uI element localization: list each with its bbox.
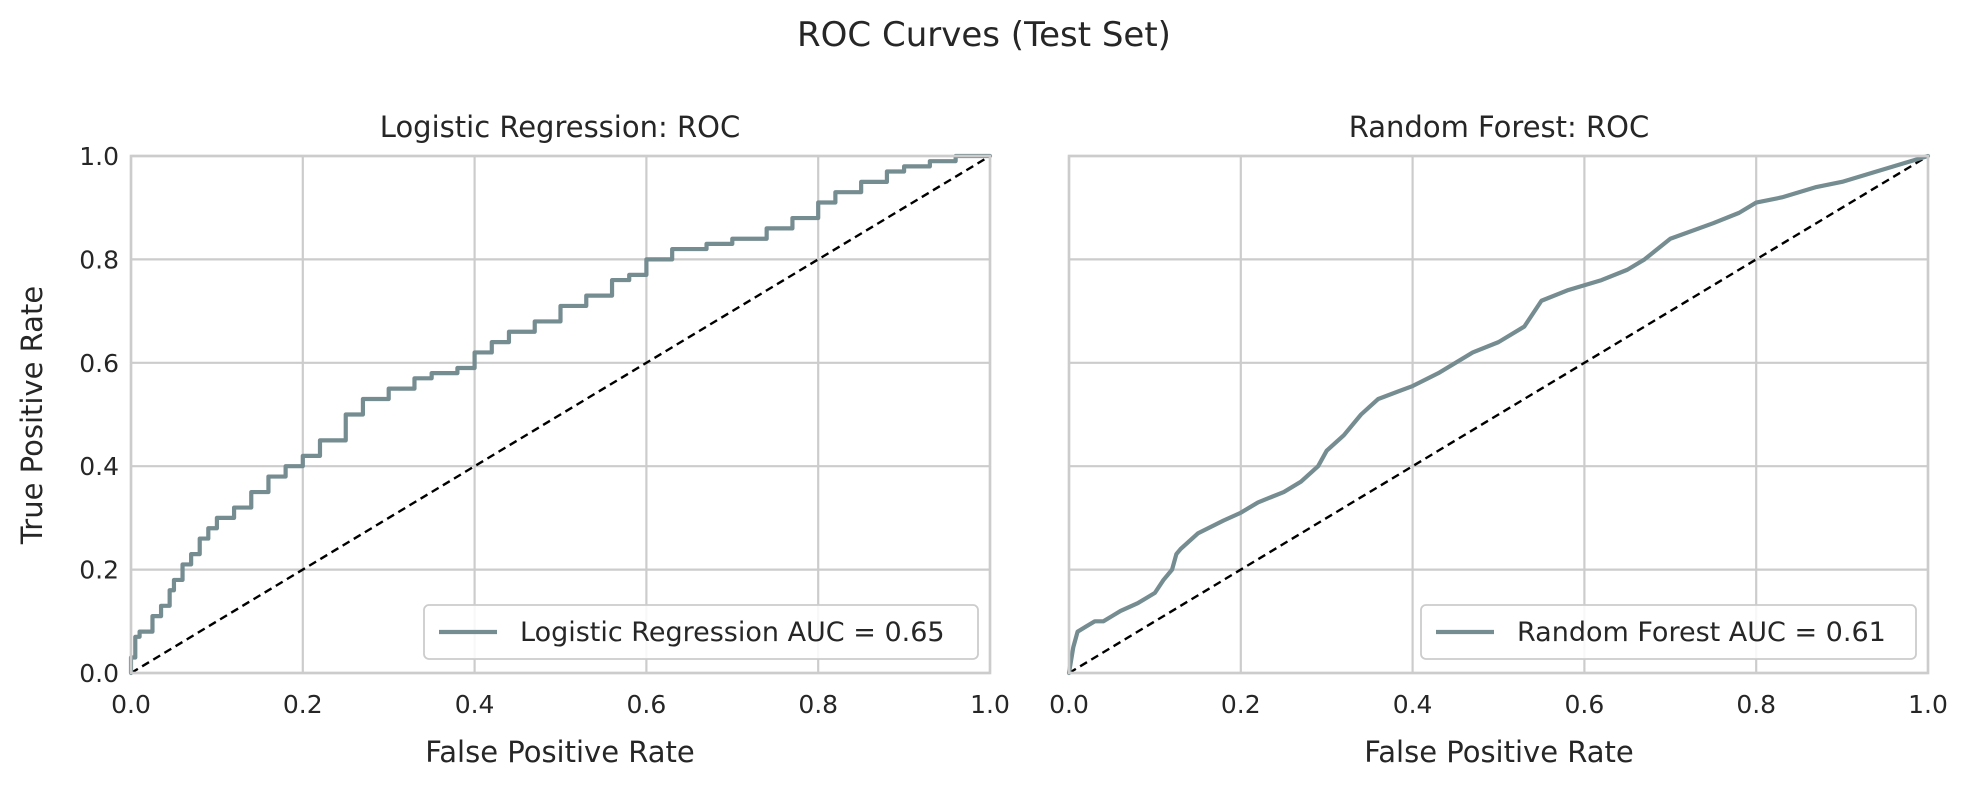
x-tick-label: 1.0 <box>1908 690 1948 719</box>
y-tick-label: 0.8 <box>79 245 119 274</box>
x-tick-label: 0.2 <box>283 690 323 719</box>
x-tick-label: 0.0 <box>1049 690 1089 719</box>
x-tick-label: 0.2 <box>1221 690 1261 719</box>
legend-box <box>423 604 979 660</box>
chance-diagonal-line <box>130 154 991 675</box>
x-axis-label: False Positive Rate <box>1364 735 1634 769</box>
y-tick-label: 1.0 <box>79 142 119 171</box>
x-axis-label: False Positive Rate <box>425 735 695 769</box>
panel-title: Logistic Regression: ROC <box>380 110 740 144</box>
x-tick-label: 0.4 <box>1393 690 1433 719</box>
random-forest-panel: 0.0 0.2 0.4 0.6 0.8 1.0 Random Forest AUC = 0.… <box>1049 110 1948 769</box>
legend-label: Random Forest AUC = 0.61 <box>1517 617 1886 648</box>
figure-title: ROC Curves (Test Set) <box>797 15 1171 55</box>
plot-frame <box>1067 154 1930 675</box>
roc-curve-line <box>1066 153 1931 676</box>
x-tick-label: 0.0 <box>111 690 151 719</box>
y-tick-label: 0.4 <box>79 452 119 481</box>
plot-frame <box>129 154 992 675</box>
x-tick-label: 0.6 <box>1565 690 1605 719</box>
x-tick-label: 0.4 <box>455 690 495 719</box>
y-tick-label: 0.6 <box>79 349 119 378</box>
y-axis-label: True Positive Rate <box>15 286 49 545</box>
plot-area: 0.0 0.2 0.4 0.6 0.8 1.0 0.0 0.2 0.4 0.6 0.8 1.0 Logi… <box>79 142 1010 719</box>
legend-box <box>1420 604 1917 660</box>
x-tick-label: 1.0 <box>970 690 1010 719</box>
panel-title: Random Forest: ROC <box>1349 110 1650 144</box>
legend-label: Logistic Regression AUC = 0.65 <box>520 617 945 648</box>
legend: Random Forest AUC = 0.61 <box>1420 604 1917 660</box>
chance-diagonal-line <box>1068 154 1929 675</box>
x-tick-label: 0.6 <box>627 690 667 719</box>
plot-area: 0.0 0.2 0.4 0.6 0.8 1.0 Random Forest AUC = 0.… <box>1049 153 1948 719</box>
logistic-regression-panel: 0.0 0.2 0.4 0.6 0.8 1.0 0.0 0.2 0.4 0.6 0.8 1.0 Logi… <box>15 110 1010 769</box>
roc-curve-line <box>128 153 993 676</box>
y-tick-label: 0.2 <box>79 556 119 585</box>
legend: Logistic Regression AUC = 0.65 <box>423 604 979 660</box>
x-tick-label: 0.8 <box>798 690 838 719</box>
x-tick-label: 0.8 <box>1736 690 1776 719</box>
y-tick-label: 0.0 <box>79 659 119 688</box>
